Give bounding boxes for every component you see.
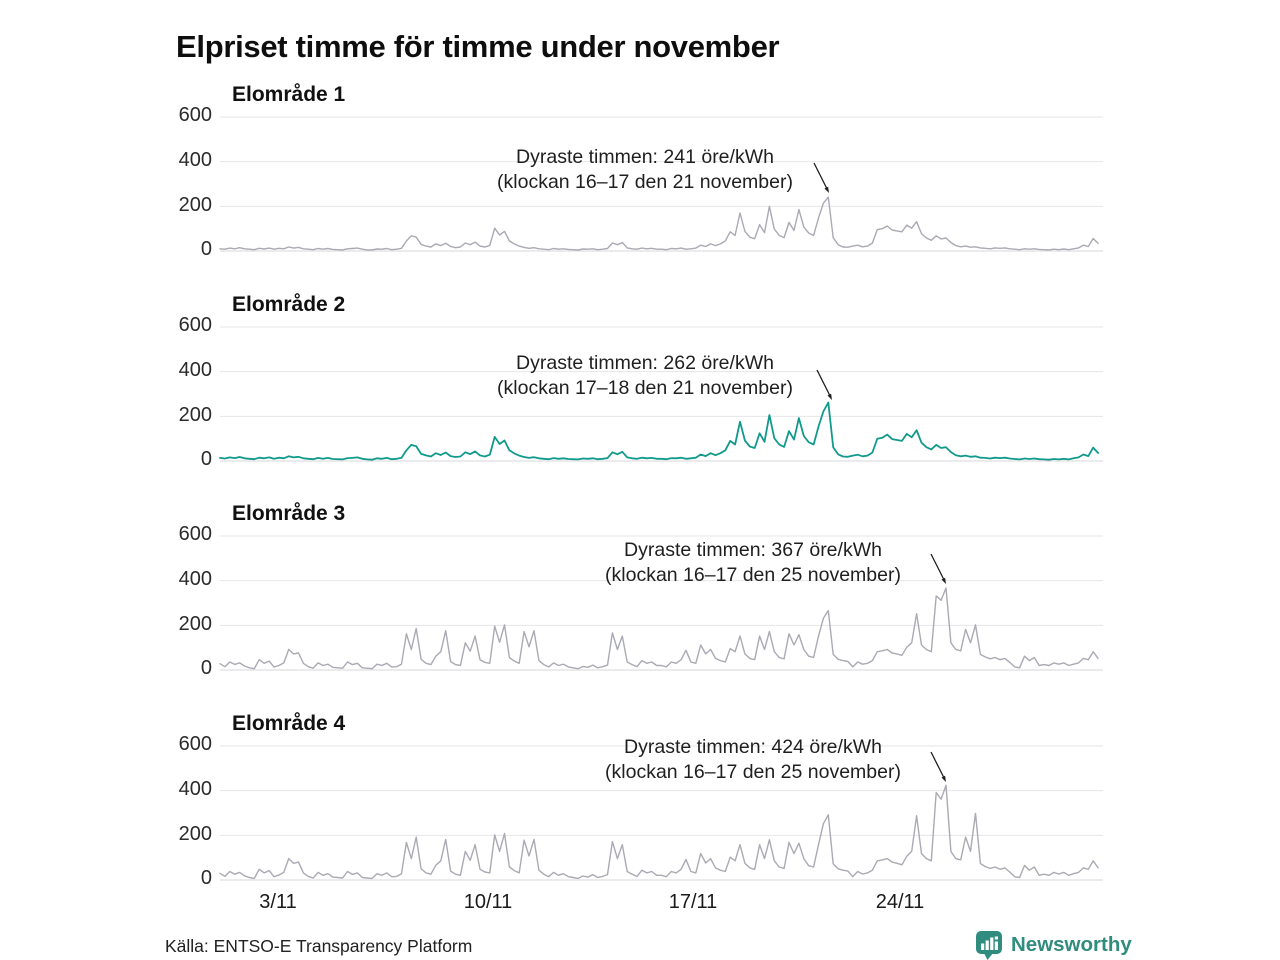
panel-title: Elområde 1 <box>232 83 346 107</box>
x-tick-24-11: 24/11 <box>875 891 925 913</box>
peak-annotation: Dyraste timmen: 367 öre/kWh (klockan 16–… <box>548 538 958 587</box>
peak-annotation: Dyraste timmen: 424 öre/kWh (klockan 16–… <box>548 735 958 784</box>
annotation-arrow-icon <box>816 369 832 400</box>
peak-annotation-line2: (klockan 16–17 den 25 november) <box>605 760 901 783</box>
peak-annotation-line2: (klockan 17–18 den 21 november) <box>497 376 793 399</box>
y-tick-200: 200 <box>178 194 212 216</box>
peak-annotation: Dyraste timmen: 262 öre/kWh (klockan 17–… <box>440 351 850 400</box>
peak-annotation: Dyraste timmen: 241 öre/kWh (klockan 16–… <box>440 145 850 194</box>
y-tick-400: 400 <box>178 149 212 171</box>
y-tick-200: 200 <box>178 404 212 426</box>
price-line-chart <box>220 326 1103 462</box>
y-tick-400: 400 <box>178 568 212 590</box>
newsworthy-chart-bubble-icon <box>976 930 1002 960</box>
annotation-arrow-icon <box>813 162 829 193</box>
y-tick-0: 0 <box>200 867 212 889</box>
newsworthy-wordmark: Newsworthy <box>1011 933 1132 956</box>
panel-title: Elområde 2 <box>232 293 346 317</box>
x-axis: 3/11 10/11 17/11 24/11 <box>0 891 1280 917</box>
y-tick-200: 200 <box>178 823 212 845</box>
peak-annotation-line2: (klockan 16–17 den 25 november) <box>605 563 901 586</box>
panel-elomrade-4: Elområde 4 600 400 200 0 Dyraste timmen:… <box>0 693 1280 905</box>
x-tick-17-11: 17/11 <box>668 891 718 913</box>
y-tick-600: 600 <box>178 733 212 755</box>
annotation-arrow-icon <box>930 751 946 782</box>
panel-elomrade-3: Elområde 3 600 400 200 0 Dyraste timmen:… <box>0 483 1280 695</box>
y-tick-200: 200 <box>178 613 212 635</box>
annotation-arrow-icon <box>930 553 946 584</box>
price-line-chart <box>220 535 1103 671</box>
peak-annotation-line2: (klockan 16–17 den 21 november) <box>497 170 793 193</box>
peak-annotation-line1: Dyraste timmen: 241 öre/kWh <box>516 146 774 168</box>
panel-title: Elområde 4 <box>232 712 346 736</box>
peak-annotation-line1: Dyraste timmen: 262 öre/kWh <box>516 352 774 374</box>
y-tick-400: 400 <box>178 359 212 381</box>
panel-elomrade-2: Elområde 2 600 400 200 0 Dyraste timmen:… <box>0 274 1280 486</box>
y-tick-600: 600 <box>178 104 212 126</box>
page-title: Elpriset timme för timme under november <box>176 28 780 64</box>
x-tick-10-11: 10/11 <box>463 891 513 913</box>
y-tick-0: 0 <box>200 448 212 470</box>
peak-annotation-line1: Dyraste timmen: 367 öre/kWh <box>624 539 882 561</box>
y-tick-600: 600 <box>178 523 212 545</box>
y-tick-400: 400 <box>178 778 212 800</box>
y-tick-600: 600 <box>178 314 212 336</box>
panel-elomrade-1: Elområde 1 600 400 200 0 Dyraste timmen:… <box>0 64 1280 276</box>
price-line-chart <box>220 116 1103 252</box>
x-tick-3-11: 3/11 <box>259 891 297 913</box>
peak-annotation-line1: Dyraste timmen: 424 öre/kWh <box>624 736 882 758</box>
newsworthy-logo: Newsworthy <box>974 929 1132 960</box>
y-tick-0: 0 <box>200 657 212 679</box>
price-line-chart <box>220 745 1103 881</box>
y-tick-0: 0 <box>200 238 212 260</box>
panel-title: Elområde 3 <box>232 502 346 526</box>
source-credit: Källa: ENTSO-E Transparency Platform <box>165 936 473 956</box>
